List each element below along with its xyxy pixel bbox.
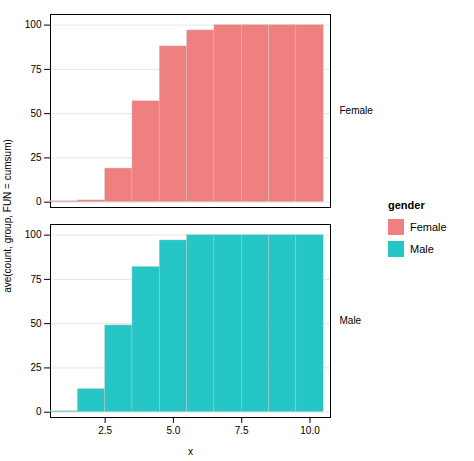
html-text:Female: Female [410, 220, 447, 233]
svg-text:25: 25 [30, 362, 42, 373]
svg-text:100: 100 [25, 19, 42, 30]
svg-text:10.0: 10.0 [300, 425, 320, 436]
svg-text:x: x [188, 446, 193, 457]
svg-text:7.5: 7.5 [235, 425, 249, 436]
svg-text:Male: Male [340, 315, 362, 326]
svg-text:75: 75 [30, 274, 42, 285]
svg-text:Female: Female [340, 105, 374, 116]
svg-text:50: 50 [30, 318, 42, 329]
svg-text:5.0: 5.0 [166, 425, 180, 436]
svg-text:50: 50 [30, 108, 42, 119]
svg-text:ave(count, group, FUN = cumsum: ave(count, group, FUN = cumsum) [2, 139, 13, 293]
svg-text:2.5: 2.5 [98, 425, 112, 436]
svg-text:75: 75 [30, 64, 42, 75]
svg-text:100: 100 [25, 229, 42, 240]
html-text:Male: Male [410, 242, 434, 255]
html-text:gender: gender [388, 198, 425, 211]
svg-text:0: 0 [36, 406, 42, 417]
svg-text:0: 0 [36, 196, 42, 207]
svg-text:25: 25 [30, 152, 42, 163]
